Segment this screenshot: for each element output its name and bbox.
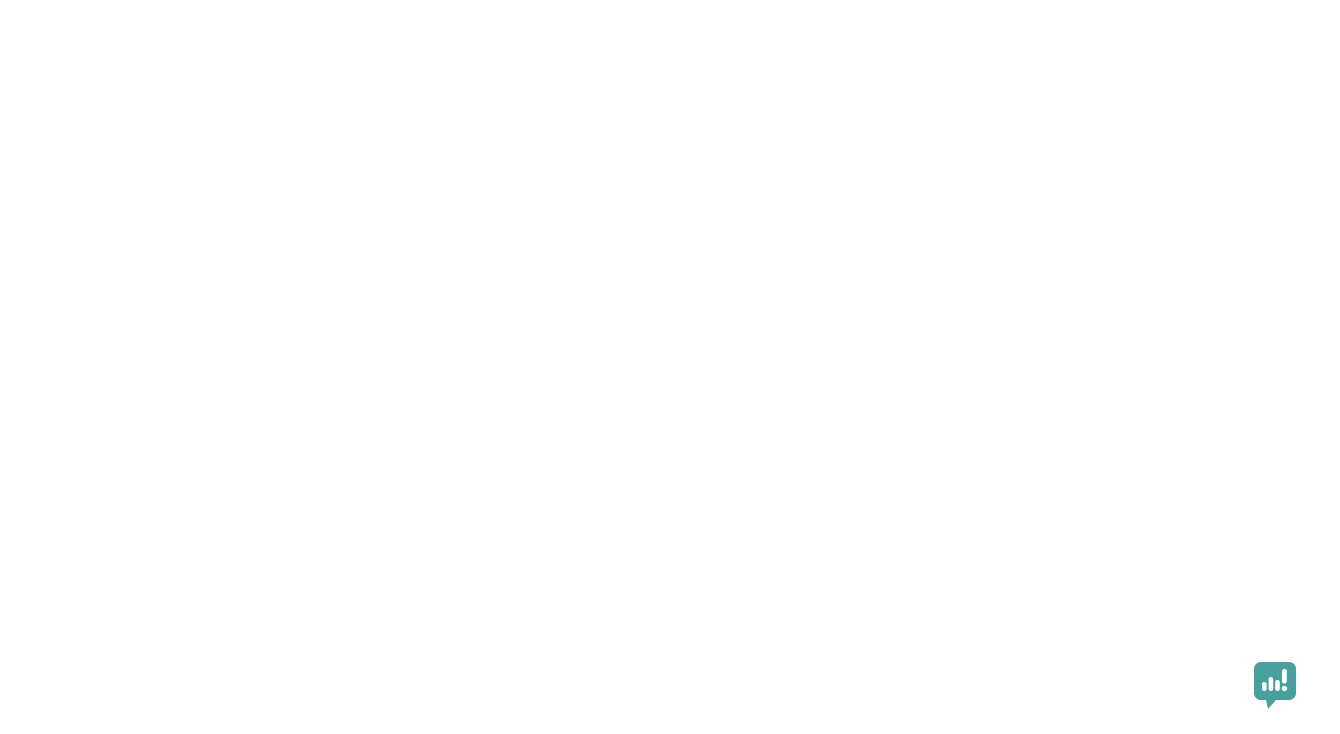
- bar-chart-speech-bubble-icon: [1254, 662, 1296, 709]
- newsworthy-logo: [1253, 660, 1308, 710]
- chart-canvas: [0, 270, 1340, 590]
- line-chart: [0, 270, 1340, 590]
- exclamation-dot: [1281, 685, 1288, 692]
- bar-1: [1262, 682, 1267, 691]
- speech-bubble-shape: [1254, 662, 1296, 709]
- exclamation-bar: [1282, 669, 1287, 684]
- bar-2: [1268, 677, 1274, 691]
- bar-3: [1275, 680, 1280, 691]
